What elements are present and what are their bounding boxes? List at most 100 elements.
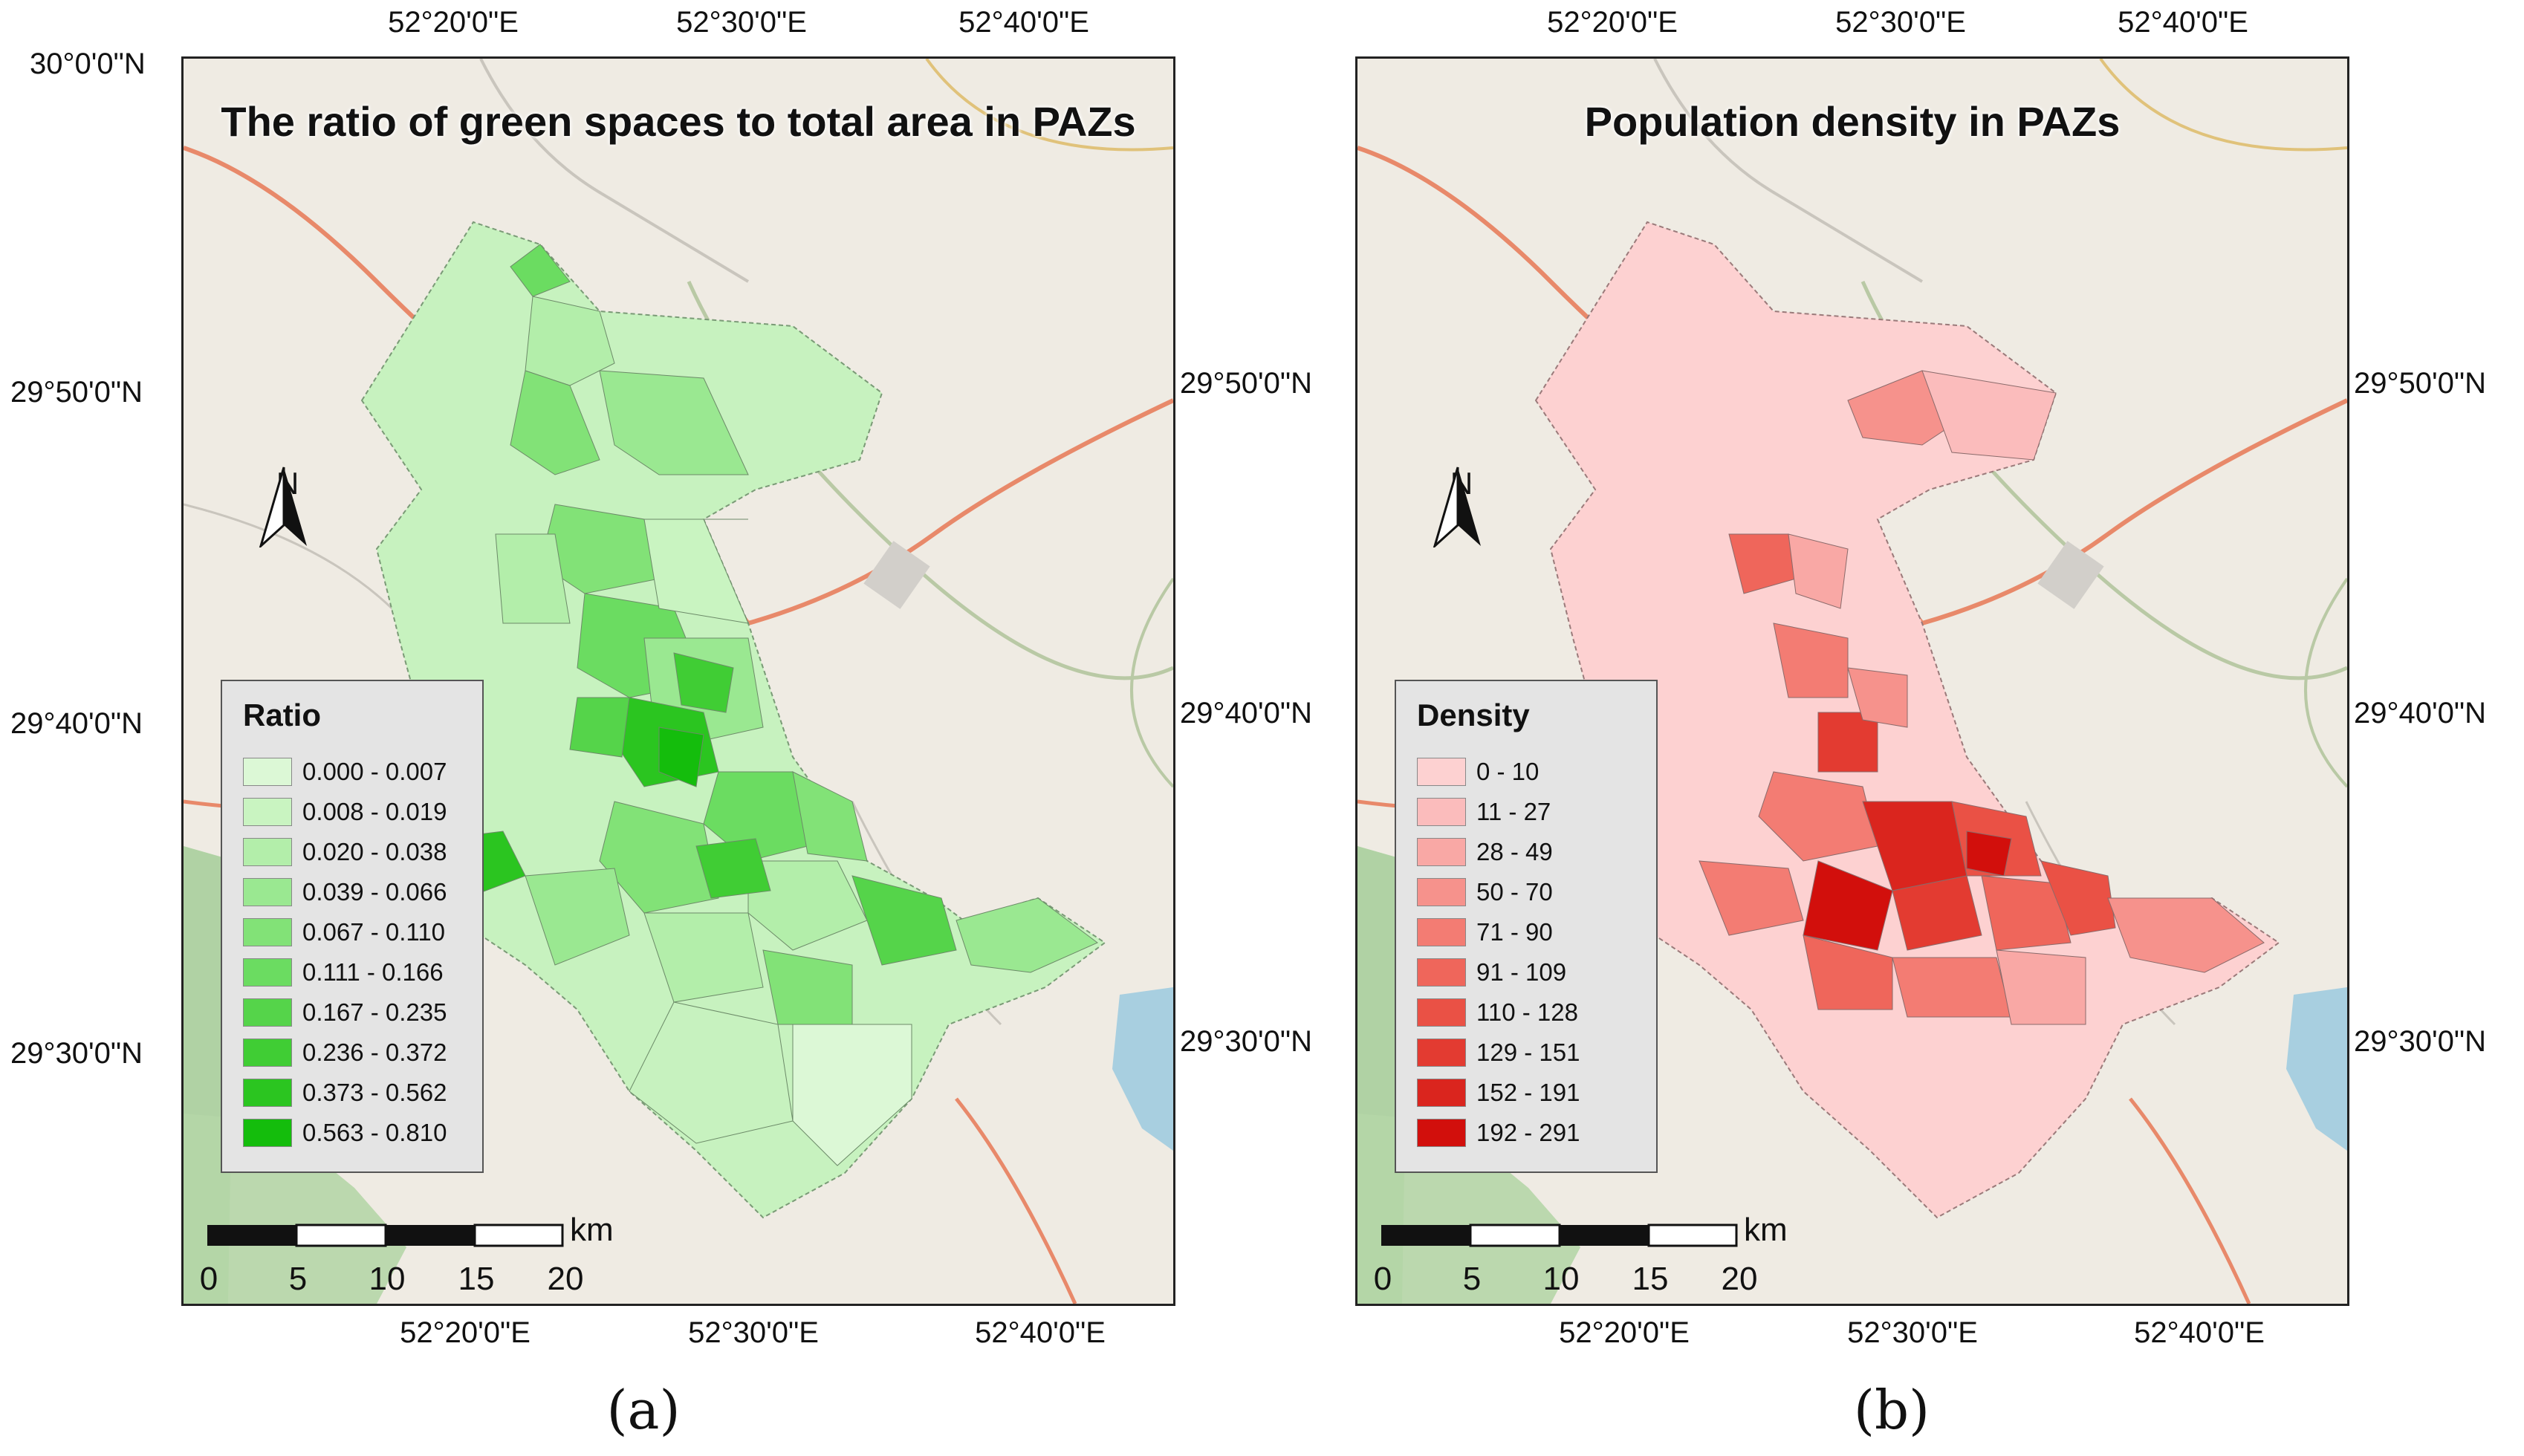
scale-unit: km <box>1744 1212 1788 1248</box>
legend-item: 110 - 128 <box>1417 996 1578 1029</box>
panel-caption: (b) <box>1853 1379 1930 1441</box>
legend-item: 0.020 - 0.038 <box>243 836 447 868</box>
legend-label: 0 - 10 <box>1476 758 1540 785</box>
legend-label: 0.008 - 0.019 <box>302 798 447 825</box>
legend-item: 0.039 - 0.066 <box>243 876 447 909</box>
legend-label: 0.111 - 0.166 <box>302 958 444 986</box>
north-arrow-icon <box>1433 467 1481 547</box>
legend: Ratio 0.000 - 0.007 0.008 - 0.019 0.020 … <box>221 680 484 1173</box>
legend-swatch <box>243 758 292 786</box>
scale-tick: 0 <box>199 1261 218 1297</box>
legend-item: 0.236 - 0.372 <box>243 1036 447 1069</box>
legend-item: 0.167 - 0.235 <box>243 996 447 1029</box>
scale-tick: 20 <box>1721 1261 1758 1297</box>
scale-bar: km 0 5 10 15 20 <box>200 1212 614 1297</box>
legend-label: 0.000 - 0.007 <box>302 758 447 785</box>
top-lon-label-3: 52°40'0"E <box>2118 6 2248 39</box>
legend-swatch <box>243 878 292 906</box>
legend-label: 0.020 - 0.038 <box>302 838 447 865</box>
legend-swatch <box>1417 758 1466 786</box>
legend-item: 11 - 27 <box>1417 796 1551 828</box>
map-frame: The ratio of green spaces to total area … <box>181 56 1175 1306</box>
scale-tick: 10 <box>1542 1261 1580 1297</box>
legend-title: Ratio <box>243 698 321 732</box>
top-lon-label-3: 52°40'0"E <box>958 6 1089 39</box>
legend-item: 129 - 151 <box>1417 1036 1580 1069</box>
panel-population-density: 52°20'0"E 52°30'0"E 52°40'0"E <box>1174 0 2486 1456</box>
legend-item: 0.000 - 0.007 <box>243 755 447 788</box>
legend-swatch <box>1417 838 1466 866</box>
scale-tick: 15 <box>1632 1261 1669 1297</box>
north-arrow: N <box>258 466 317 547</box>
map-frame: Population density in PAZs N Density 0 -… <box>1355 56 2349 1306</box>
legend-item: 91 - 109 <box>1417 956 1566 989</box>
legend-label: 0.236 - 0.372 <box>302 1039 447 1066</box>
top-lon-label-2: 52°30'0"E <box>676 6 807 39</box>
legend-item: 0.563 - 0.810 <box>243 1117 447 1149</box>
legend-swatch <box>1417 1119 1466 1147</box>
legend-swatch <box>1417 1079 1466 1107</box>
north-arrow-icon <box>259 467 307 547</box>
top-lon-label-1: 52°20'0"E <box>1547 6 1678 39</box>
legend-swatch <box>243 838 292 866</box>
bottom-lon-label-1: 52°20'0"E <box>1559 1316 1690 1349</box>
bottom-lon-label-2: 52°30'0"E <box>688 1316 819 1349</box>
legend-swatch <box>1417 1039 1466 1067</box>
bottom-lon-label-3: 52°40'0"E <box>975 1316 1106 1349</box>
scale-tick: 15 <box>458 1261 495 1297</box>
top-lon-label-1: 52°20'0"E <box>388 6 519 39</box>
scale-tick: 5 <box>1462 1261 1482 1297</box>
bottom-lon-label-2: 52°30'0"E <box>1847 1316 1978 1349</box>
legend-label: 91 - 109 <box>1476 958 1567 986</box>
legend-item: 0 - 10 <box>1417 755 1539 788</box>
legend-title: Density <box>1417 698 1530 732</box>
legend-item: 0.111 - 0.166 <box>243 956 444 989</box>
legend-swatch <box>243 958 292 987</box>
north-arrow: N <box>1432 466 1491 547</box>
left-lat-label-2: 29°50'0"N <box>10 376 143 409</box>
legend-swatch <box>1417 798 1466 826</box>
legend-item: 0.373 - 0.562 <box>243 1076 447 1109</box>
map-title: The ratio of green spaces to total area … <box>221 98 1136 145</box>
top-lon-label-2: 52°30'0"E <box>1835 6 1966 39</box>
legend-label: 110 - 128 <box>1476 998 1578 1026</box>
legend-swatch <box>1417 958 1466 987</box>
legend-item: 152 - 191 <box>1417 1076 1580 1109</box>
right-lat-label-2: 29°40'0"N <box>1180 697 1312 729</box>
scale-bar-graphic <box>1381 1223 1738 1247</box>
legend-item: 71 - 90 <box>1417 916 1553 949</box>
legend-label: 11 - 27 <box>1476 798 1551 825</box>
legend-label: 50 - 70 <box>1476 878 1553 906</box>
left-lat-label-4: 29°30'0"N <box>10 1037 143 1070</box>
scale-tick: 20 <box>547 1261 584 1297</box>
panel-green-ratio: 52°20'0"E 52°30'0"E 52°40'0"E 30°0'0"N 2… <box>0 0 1312 1456</box>
scale-bar-graphic <box>207 1223 564 1247</box>
legend-label: 152 - 191 <box>1476 1079 1580 1106</box>
scale-tick: 5 <box>288 1261 308 1297</box>
panel-caption: (a) <box>606 1379 681 1441</box>
legend-swatch <box>243 918 292 946</box>
bottom-lon-label-1: 52°20'0"E <box>400 1316 531 1349</box>
legend-swatch <box>243 998 292 1027</box>
legend-item: 28 - 49 <box>1417 836 1553 868</box>
legend-swatch <box>243 1039 292 1067</box>
legend-swatch <box>1417 998 1466 1027</box>
scale-bar: km 0 5 10 15 20 <box>1374 1212 1788 1297</box>
legend-label: 192 - 291 <box>1476 1119 1580 1146</box>
left-lat-label-3: 29°40'0"N <box>10 707 143 740</box>
legend-label: 0.067 - 0.110 <box>302 918 446 946</box>
legend-item: 192 - 291 <box>1417 1117 1580 1149</box>
scale-tick: 10 <box>369 1261 406 1297</box>
right-lat-label-3: 29°30'0"N <box>1180 1025 1312 1058</box>
legend-label: 129 - 151 <box>1476 1039 1580 1066</box>
right-lat-label-3: 29°30'0"N <box>2354 1025 2486 1058</box>
legend-label: 28 - 49 <box>1476 838 1553 865</box>
right-lat-label-2: 29°40'0"N <box>2354 697 2486 729</box>
right-lat-label-1: 29°50'0"N <box>1180 367 1312 400</box>
scale-tick: 0 <box>1373 1261 1392 1297</box>
legend-swatch <box>243 798 292 826</box>
legend-label: 0.167 - 0.235 <box>302 998 447 1026</box>
base-map <box>184 59 1173 1304</box>
legend-label: 0.039 - 0.066 <box>302 878 447 906</box>
legend-swatch <box>1417 878 1466 906</box>
